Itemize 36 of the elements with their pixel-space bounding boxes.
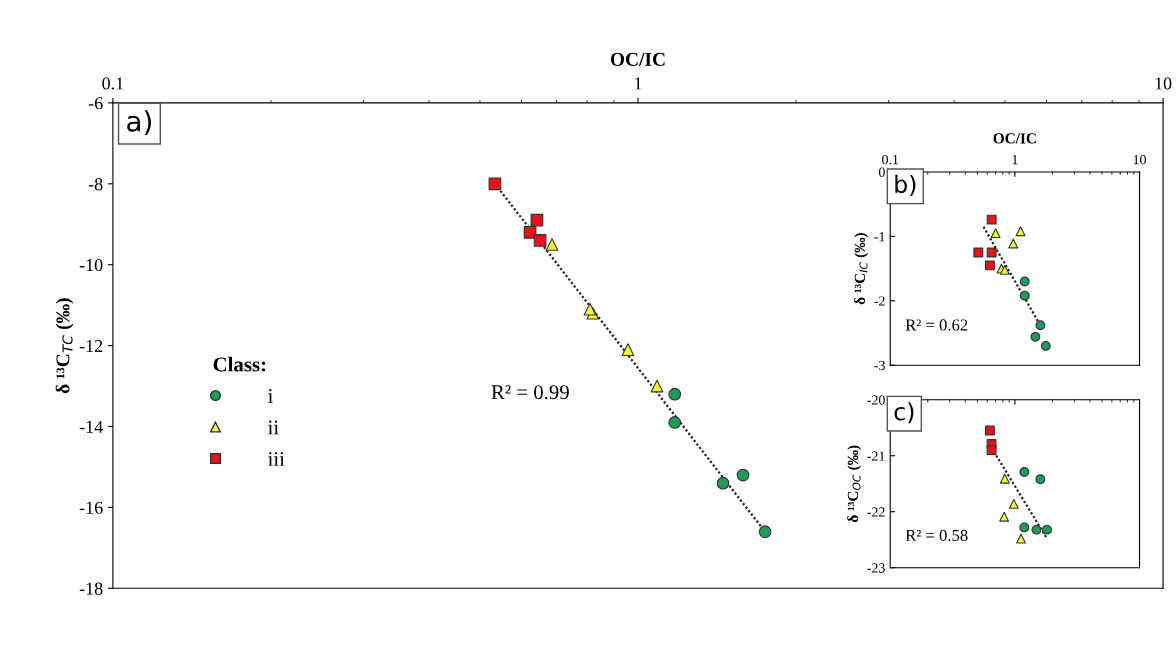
legend-label: iii — [268, 452, 285, 466]
annotation: c) — [894, 402, 914, 424]
y-axis-title: δ ¹³C$_{OC}$ (‰) — [847, 445, 862, 523]
y-axis-title: δ ¹³C$_{TC}$ (‰) — [55, 298, 74, 394]
y-tick-label: 0 — [878, 167, 885, 177]
y-tick-label: -3 — [874, 360, 885, 371]
x-tick-label: 0.1 — [102, 77, 124, 90]
y-tick-label: -22 — [867, 507, 885, 517]
x-tick-label: 10 — [1133, 154, 1146, 165]
y-tick-label: -14 — [79, 420, 103, 433]
y-tick-label: -10 — [79, 258, 103, 272]
x-tick-label: 1 — [635, 77, 642, 90]
x-tick-label: 10 — [1155, 77, 1172, 90]
annotation: a) — [127, 110, 151, 135]
annotation: R² = 0.99 — [491, 385, 569, 400]
y-tick-label: -12 — [79, 339, 103, 352]
y-tick-label: -20 — [867, 395, 885, 405]
x-tick-label: 1 — [1012, 154, 1018, 165]
y-tick-label: -8 — [88, 178, 103, 191]
y-tick-label: -21 — [867, 451, 885, 461]
y-tick-label: -16 — [79, 501, 103, 514]
y-axis-title: δ ¹³C$_{IC}$ (‰) — [854, 233, 869, 305]
x-tick-label: 0.1 — [882, 154, 899, 165]
legend-title: Class: — [213, 356, 266, 372]
annotation: R² = 0.62 — [905, 319, 968, 331]
y-tick-label: -18 — [79, 582, 103, 595]
y-tick-label: -6 — [88, 97, 103, 110]
annotation: b) — [895, 174, 916, 196]
y-tick-label: -2 — [874, 296, 885, 306]
x-axis-title: OC/IC — [610, 52, 665, 66]
legend-label: ii — [268, 420, 279, 435]
x-axis-title: OC/IC — [993, 133, 1036, 144]
legend-label: i — [268, 389, 273, 403]
y-tick-label: -23 — [867, 563, 885, 573]
annotation: R² = 0.58 — [905, 529, 968, 542]
y-tick-label: -1 — [874, 232, 885, 242]
